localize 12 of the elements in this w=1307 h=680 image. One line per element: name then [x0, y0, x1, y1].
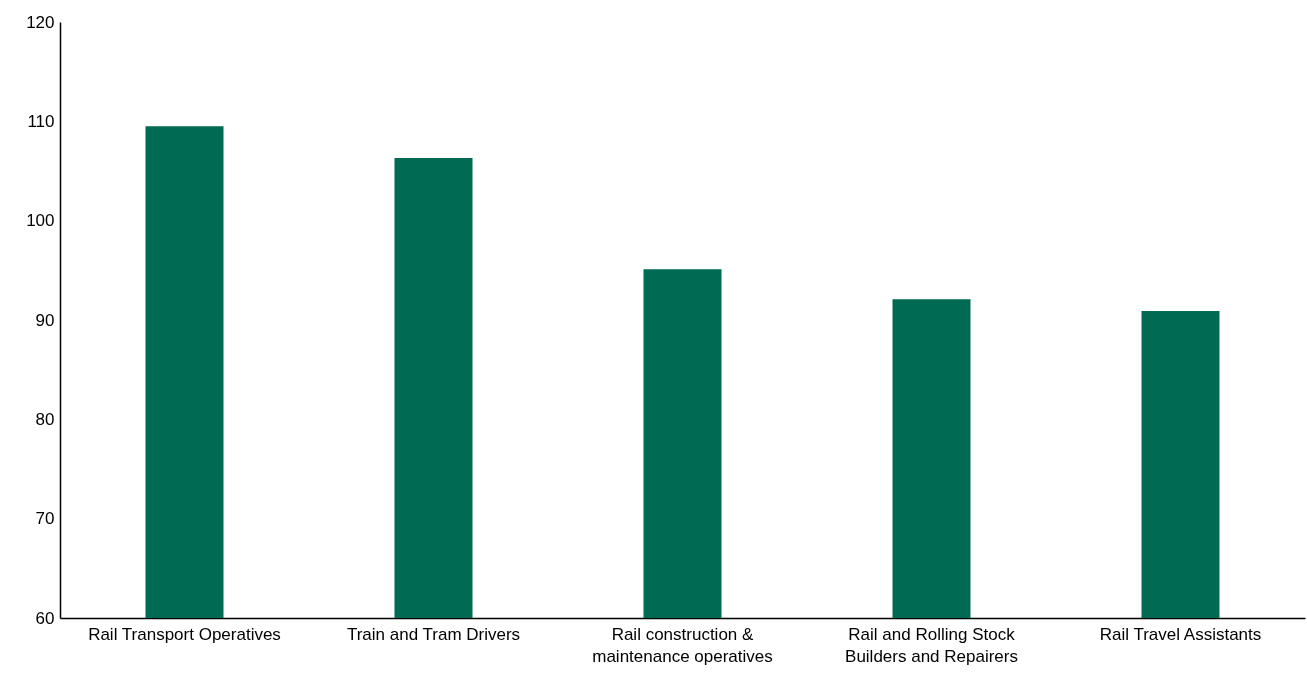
y-tick-label: 110: [27, 111, 55, 131]
x-tick-label: Rail Transport Operatives: [88, 624, 281, 644]
y-tick-label: 60: [35, 608, 55, 628]
x-tick-label: Rail and Rolling Stock Builders and Repairers: [845, 624, 1018, 666]
y-tick-label: 90: [35, 310, 55, 330]
x-tick-label: Rail Travel Assistants: [1099, 624, 1262, 644]
x-tick-label: Train and Tram Drivers: [346, 624, 521, 644]
y-tick-label: 70: [35, 509, 55, 529]
x-tick-label: Rail construction & maintenance operatives: [592, 624, 773, 666]
y-tick-label: 100: [26, 211, 55, 231]
y-tick-label: 80: [35, 409, 55, 429]
y-tick-label: 120: [26, 12, 55, 32]
